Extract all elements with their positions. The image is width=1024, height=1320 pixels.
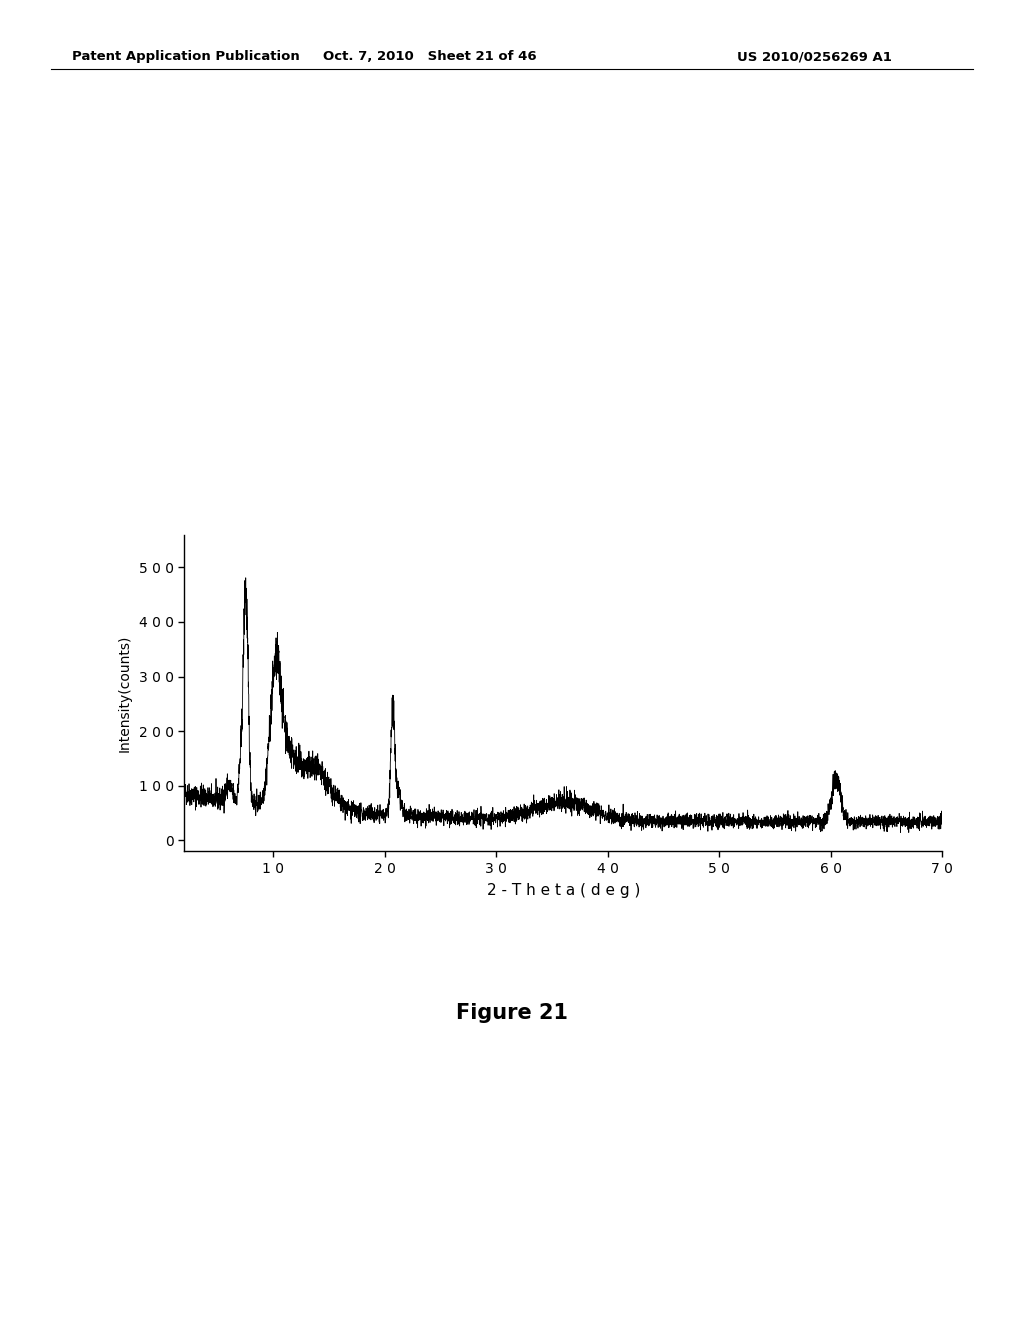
- Text: US 2010/0256269 A1: US 2010/0256269 A1: [737, 50, 892, 63]
- Text: Figure 21: Figure 21: [456, 1003, 568, 1023]
- X-axis label: 2 - T h e t a ( d e g ): 2 - T h e t a ( d e g ): [486, 883, 640, 898]
- Text: Patent Application Publication: Patent Application Publication: [72, 50, 299, 63]
- Y-axis label: Intensity(counts): Intensity(counts): [118, 635, 132, 751]
- Text: Oct. 7, 2010   Sheet 21 of 46: Oct. 7, 2010 Sheet 21 of 46: [324, 50, 537, 63]
